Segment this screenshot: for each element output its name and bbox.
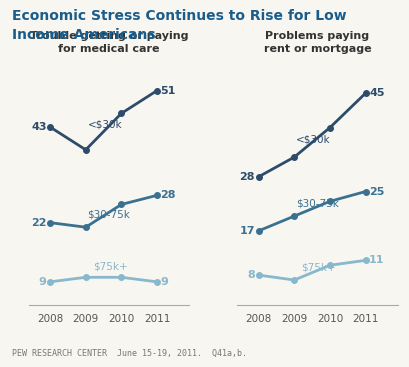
Text: 11: 11 xyxy=(368,255,384,265)
Text: 28: 28 xyxy=(239,172,254,182)
Text: 9: 9 xyxy=(38,277,46,287)
Text: 9: 9 xyxy=(160,277,168,287)
Text: <$30k: <$30k xyxy=(295,135,330,145)
Text: 22: 22 xyxy=(31,218,46,228)
Title: Trouble getting or paying
for medical care: Trouble getting or paying for medical ca… xyxy=(29,31,188,54)
Text: 45: 45 xyxy=(368,88,384,98)
Text: $30-75k: $30-75k xyxy=(87,209,130,219)
Text: $30-75k: $30-75k xyxy=(295,199,338,209)
Text: Income Americans: Income Americans xyxy=(12,28,155,41)
Title: Problems paying
rent or mortgage: Problems paying rent or mortgage xyxy=(263,31,371,54)
Text: 25: 25 xyxy=(368,186,384,196)
Text: 28: 28 xyxy=(160,190,176,200)
Text: 8: 8 xyxy=(247,270,254,280)
Text: Economic Stress Continues to Rise for Low: Economic Stress Continues to Rise for Lo… xyxy=(12,9,346,23)
Text: $75k+: $75k+ xyxy=(93,262,127,272)
Text: 17: 17 xyxy=(239,226,254,236)
Text: $75k+: $75k+ xyxy=(301,263,335,273)
Text: 51: 51 xyxy=(160,86,175,95)
Text: 43: 43 xyxy=(31,122,46,132)
Text: <$30k: <$30k xyxy=(87,119,122,129)
Text: PEW RESEARCH CENTER  June 15-19, 2011.  Q41a,b.: PEW RESEARCH CENTER June 15-19, 2011. Q4… xyxy=(12,349,247,358)
